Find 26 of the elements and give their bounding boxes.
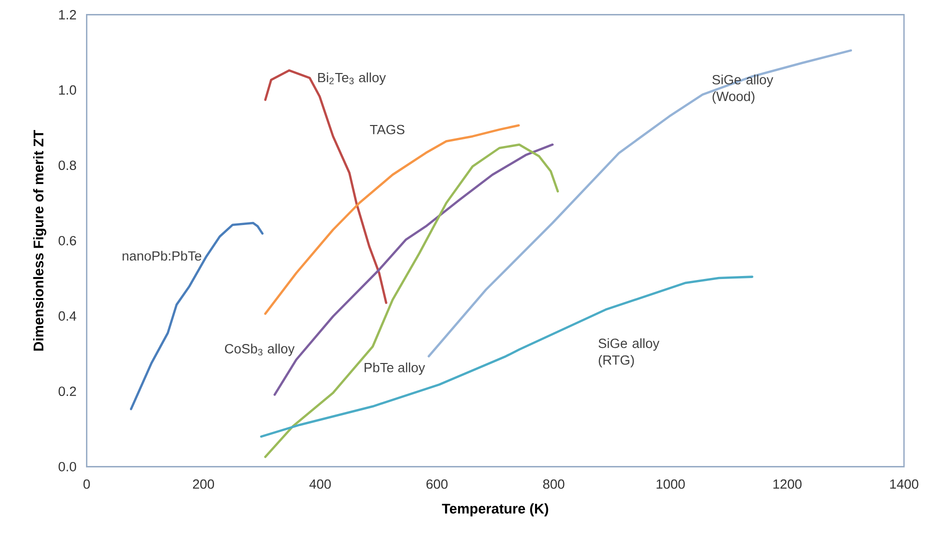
- series-label: Bi$_{2}$Te$_{3}$ alloy: [318, 72, 386, 86]
- text: TAGS: [370, 125, 404, 134]
- series-label: PbTe alloy: [364, 362, 426, 376]
- y-tick-label: 0.4: [58, 311, 76, 321]
- x-tick-label: 400: [309, 480, 331, 489]
- x-tick-label: 800: [543, 480, 564, 489]
- series-label: CoSb$_{3}$ alloy: [224, 344, 295, 356]
- y-axis-title: Dimensionless Figure of merit ZT: [33, 130, 46, 351]
- x-tick-label: 1400: [890, 480, 918, 489]
- y-tick-label: 0.6: [58, 236, 76, 246]
- y-tick-label: 1.2: [59, 10, 76, 20]
- x-tick-label: 600: [426, 480, 448, 489]
- series-label: SiGe alloy (Wood): [712, 74, 774, 104]
- x-axis-title: Temperature (K): [442, 503, 548, 517]
- series-label: SiGe alloy (RTG): [598, 338, 660, 368]
- x-tick-label: 1000: [656, 480, 685, 489]
- x-tick-label: 1200: [773, 480, 802, 489]
- line-series: [264, 124, 520, 316]
- x-tick-label: 0: [83, 480, 90, 489]
- series-label: nanoPb:PbTe: [122, 251, 202, 261]
- y-tick-label: 0.0: [58, 462, 76, 472]
- y-tick-label: 0.8: [58, 160, 76, 170]
- y-tick-label: 0.2: [58, 386, 76, 396]
- y-tick-label: 1.0: [59, 85, 76, 95]
- line-series: [264, 144, 559, 458]
- x-tick-label: 200: [192, 480, 214, 489]
